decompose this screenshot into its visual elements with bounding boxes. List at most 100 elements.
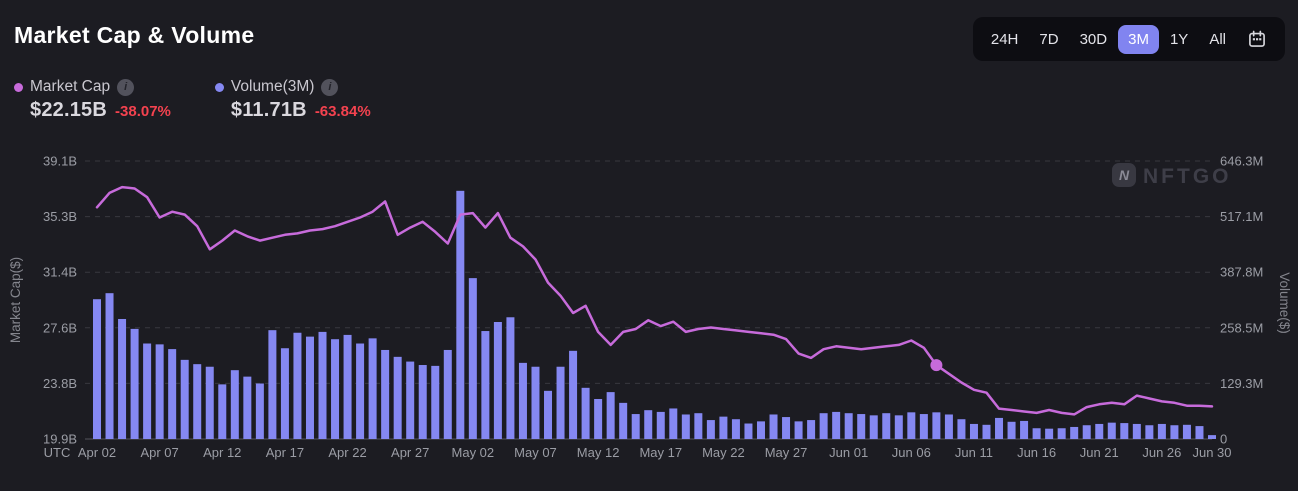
- volume-bar: [1195, 426, 1203, 439]
- x-tick-label: Apr 07: [140, 445, 178, 460]
- x-tick-label: Jun 21: [1080, 445, 1119, 460]
- volume-bar: [306, 337, 314, 439]
- legend-market-cap: Market Cap i $22.15B -38.07%: [14, 78, 171, 122]
- volume-bar: [807, 420, 815, 439]
- volume-bar: [1208, 435, 1216, 439]
- volume-bar: [1108, 423, 1116, 439]
- nftgo-watermark-text: NFTGO: [1143, 165, 1232, 188]
- volume-bar: [143, 344, 151, 439]
- volume-bar: [1120, 423, 1128, 439]
- left-axis-tick: 39.1B: [43, 154, 77, 169]
- volume-bar: [1033, 428, 1041, 439]
- left-axis-tick: 23.8B: [43, 376, 77, 391]
- volume-bar: [494, 322, 502, 439]
- volume-bar: [431, 366, 439, 439]
- range-7d[interactable]: 7D: [1029, 25, 1068, 54]
- range-24h[interactable]: 24H: [981, 25, 1029, 54]
- x-tick-label: Jun 06: [892, 445, 931, 460]
- volume-bar: [1133, 424, 1141, 439]
- time-range-selector: 24H7D30D3M1YAll: [973, 17, 1285, 61]
- volume-bar: [657, 412, 665, 439]
- x-tick-label: May 12: [577, 445, 620, 460]
- market-cap-change: -38.07%: [115, 103, 171, 120]
- right-axis-name: Volume($): [1277, 272, 1292, 334]
- volume-bar: [481, 331, 489, 439]
- legend-volume: Volume(3M) i $11.71B -63.84%: [215, 78, 371, 122]
- volume-bar: [857, 414, 865, 439]
- right-axis-tick: 517.1M: [1220, 209, 1263, 224]
- volume-bar: [1008, 422, 1016, 439]
- volume-bar: [131, 329, 139, 439]
- volume-bar: [1045, 429, 1053, 439]
- volume-bar: [1145, 425, 1153, 439]
- volume-label: Volume(3M): [231, 78, 315, 96]
- volume-bar: [870, 415, 878, 439]
- volume-bar: [882, 413, 890, 439]
- left-axis-tick: 35.3B: [43, 209, 77, 224]
- range-1y[interactable]: 1Y: [1160, 25, 1198, 54]
- volume-bar: [619, 403, 627, 439]
- volume-bar: [945, 414, 953, 439]
- volume-bar: [168, 349, 176, 439]
- volume-bar: [456, 191, 464, 439]
- x-tick-label: Apr 27: [391, 445, 429, 460]
- volume-bar: [932, 412, 940, 439]
- chart-canvas[interactable]: 39.1B646.3M35.3B517.1M31.4B387.8M27.6B25…: [0, 131, 1298, 491]
- volume-bar: [1158, 424, 1166, 439]
- volume-bar: [231, 370, 239, 439]
- volume-bar: [582, 388, 590, 439]
- volume-bar: [506, 317, 514, 439]
- volume-change: -63.84%: [315, 103, 371, 120]
- volume-bar: [319, 332, 327, 439]
- x-tick-label: May 27: [765, 445, 808, 460]
- volume-bar: [1058, 428, 1066, 439]
- volume-bar: [1083, 425, 1091, 439]
- volume-bar: [406, 362, 414, 439]
- volume-bar: [607, 392, 615, 439]
- left-axis-name: Market Cap($): [8, 257, 23, 343]
- volume-bar: [982, 425, 990, 439]
- x-tick-label: Apr 22: [328, 445, 366, 460]
- volume-bar: [920, 414, 928, 439]
- volume-bar: [820, 413, 828, 439]
- x-tick-label: May 07: [514, 445, 557, 460]
- highlight-dot: [930, 359, 942, 371]
- volume-bar: [268, 330, 276, 439]
- volume-bar: [557, 367, 565, 439]
- info-icon[interactable]: i: [321, 79, 338, 96]
- volume-bar: [669, 408, 677, 439]
- range-30d[interactable]: 30D: [1070, 25, 1118, 54]
- nftgo-logo-letter: N: [1119, 167, 1130, 183]
- volume-bar: [519, 363, 527, 439]
- volume-bar: [995, 418, 1003, 439]
- x-tick-label: Jun 26: [1142, 445, 1181, 460]
- volume-bar: [1095, 424, 1103, 439]
- info-icon[interactable]: i: [117, 79, 134, 96]
- x-tick-label: May 02: [452, 445, 495, 460]
- volume-bar: [1070, 427, 1078, 439]
- volume-bar: [594, 399, 602, 439]
- volume-bar: [193, 364, 201, 439]
- volume-bar: [156, 344, 164, 439]
- calendar-icon-glyph: [1247, 29, 1267, 49]
- volume-bar: [694, 413, 702, 439]
- left-axis-tick: 27.6B: [43, 320, 77, 335]
- volume-bar: [632, 414, 640, 439]
- range-3m[interactable]: 3M: [1118, 25, 1159, 54]
- calendar-icon[interactable]: [1237, 22, 1277, 56]
- volume-bar: [243, 377, 251, 439]
- x-tick-label: Apr 17: [266, 445, 304, 460]
- volume-bar: [732, 419, 740, 439]
- volume-bar: [394, 357, 402, 439]
- volume-bar: [719, 417, 727, 439]
- volume-bar: [531, 367, 539, 439]
- left-axis-tick: 31.4B: [43, 265, 77, 280]
- volume-bar: [782, 417, 790, 439]
- volume-bar: [293, 333, 301, 439]
- volume-bar: [770, 414, 778, 439]
- x-tick-label: Apr 12: [203, 445, 241, 460]
- volume-bar: [757, 421, 765, 439]
- volume-bar: [895, 415, 903, 439]
- range-all[interactable]: All: [1199, 25, 1236, 54]
- volume-bar: [106, 293, 114, 439]
